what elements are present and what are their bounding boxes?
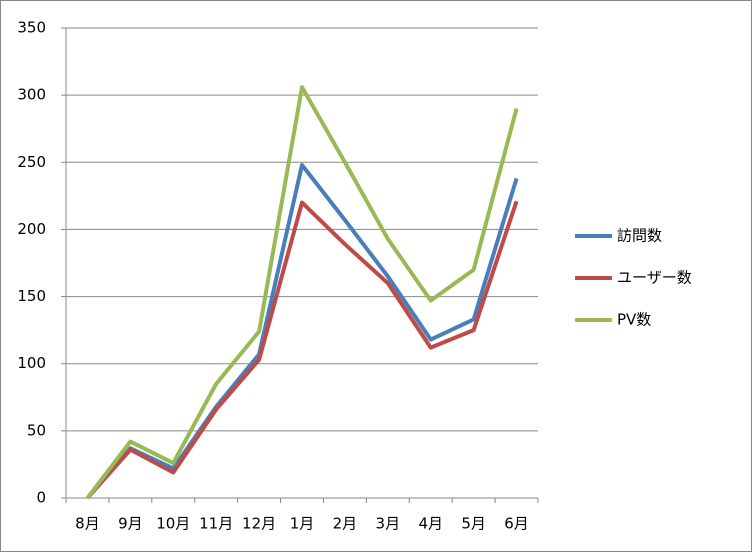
y-tick-label: 0 [36, 489, 46, 507]
x-tick-label: 5月 [461, 515, 486, 533]
series-line [85, 85, 519, 500]
x-tick-label: 11月 [199, 515, 233, 533]
y-tick-label: 50 [27, 421, 46, 439]
x-tick-label: 6月 [504, 515, 529, 533]
y-tick-label: 100 [17, 354, 46, 372]
x-tick-label: 8月 [75, 515, 100, 533]
legend-label: PV数 [617, 311, 651, 329]
legend-label: ユーザー数 [617, 269, 692, 287]
series-line [85, 162, 519, 500]
x-tick-label: 10月 [156, 515, 190, 533]
y-tick-label: 300 [17, 86, 46, 104]
legend-label: 訪問数 [617, 227, 662, 245]
x-tick-label: 9月 [118, 515, 143, 533]
x-tick-label: 2月 [333, 515, 358, 533]
y-tick-label: 200 [17, 220, 46, 238]
x-tick-label: 1月 [290, 515, 315, 533]
series-line [85, 200, 519, 500]
x-tick-label: 4月 [418, 515, 443, 533]
x-tick-label: 3月 [376, 515, 401, 533]
y-tick-label: 250 [17, 153, 46, 171]
x-tick-label: 12月 [242, 515, 276, 533]
y-tick-label: 350 [17, 19, 46, 37]
y-tick-label: 150 [17, 287, 46, 305]
